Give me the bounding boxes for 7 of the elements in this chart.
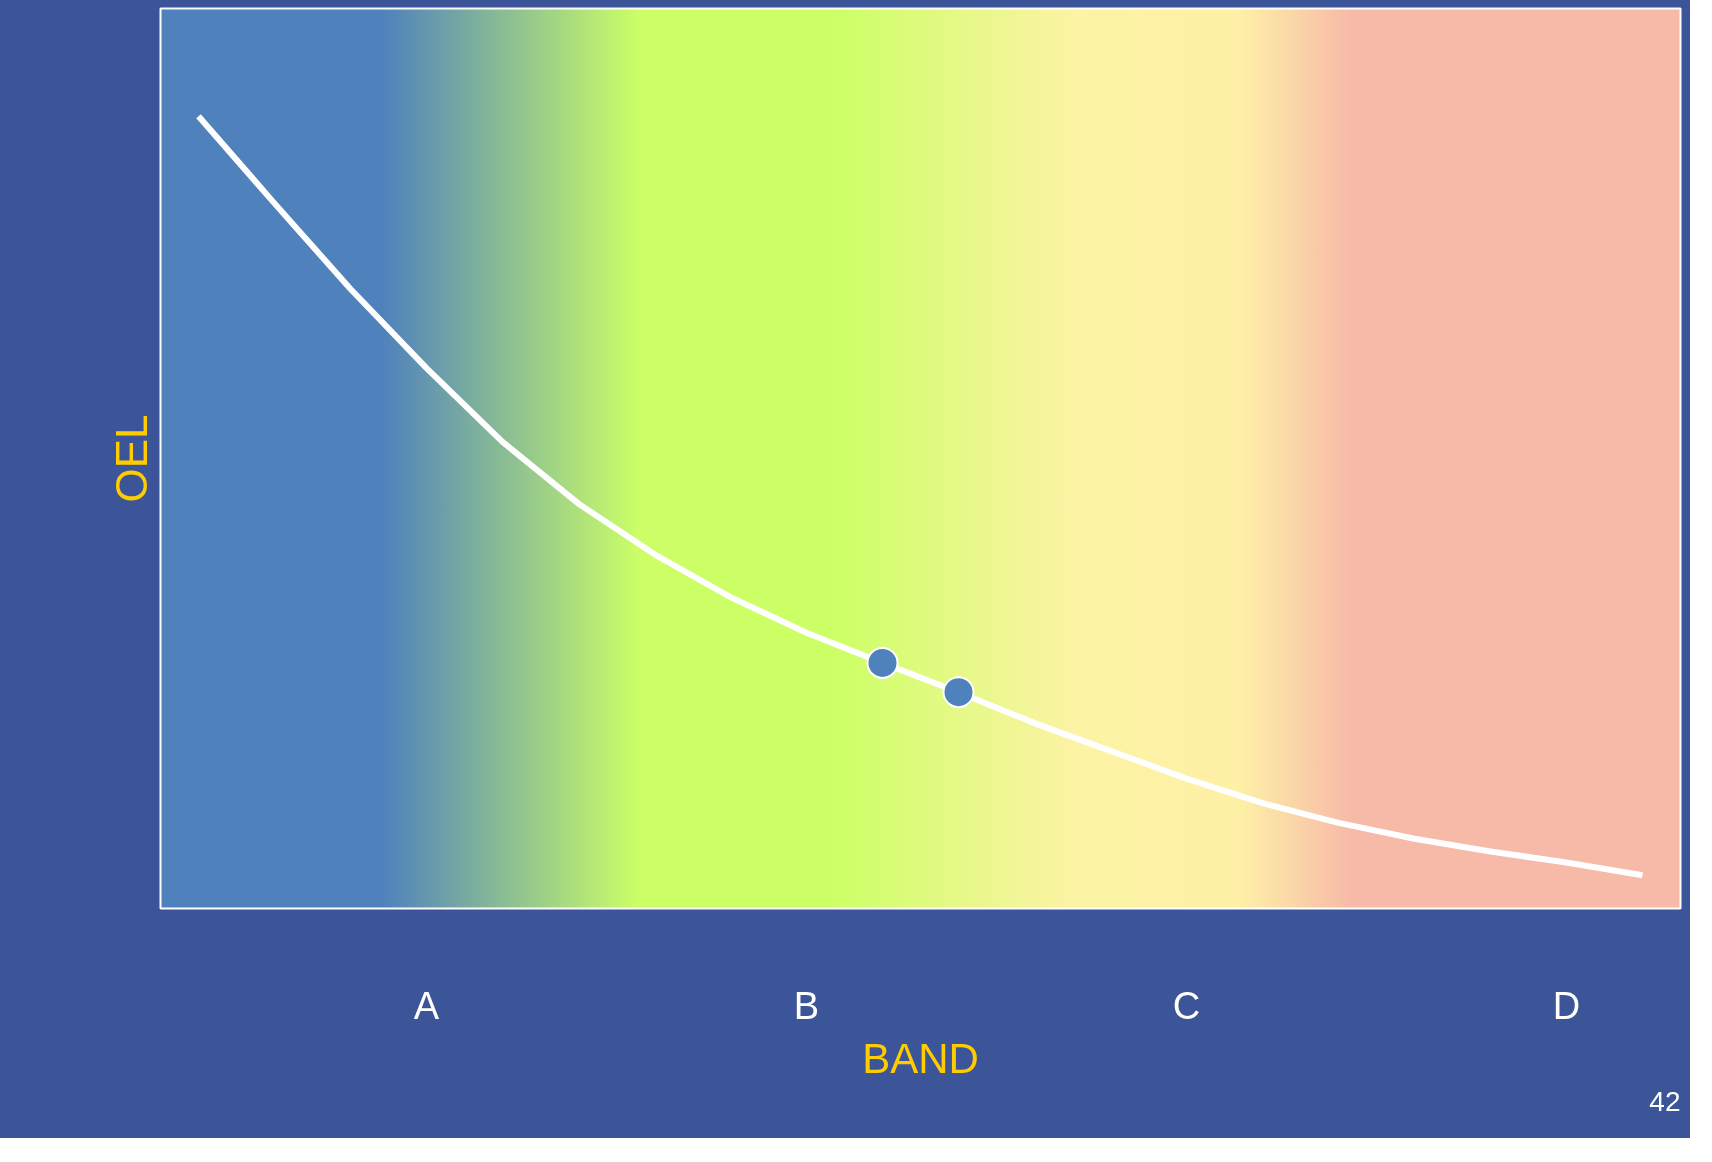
y-axis-title: OEL bbox=[106, 414, 156, 503]
x-tick-label: A bbox=[413, 984, 440, 1027]
text: 42 bbox=[1649, 1085, 1681, 1117]
x-tick-label: D bbox=[1552, 984, 1581, 1027]
x-tick-label: B bbox=[793, 984, 820, 1027]
x-axis-title: BAND bbox=[862, 1034, 979, 1082]
x-tick-label: C bbox=[1172, 984, 1201, 1027]
